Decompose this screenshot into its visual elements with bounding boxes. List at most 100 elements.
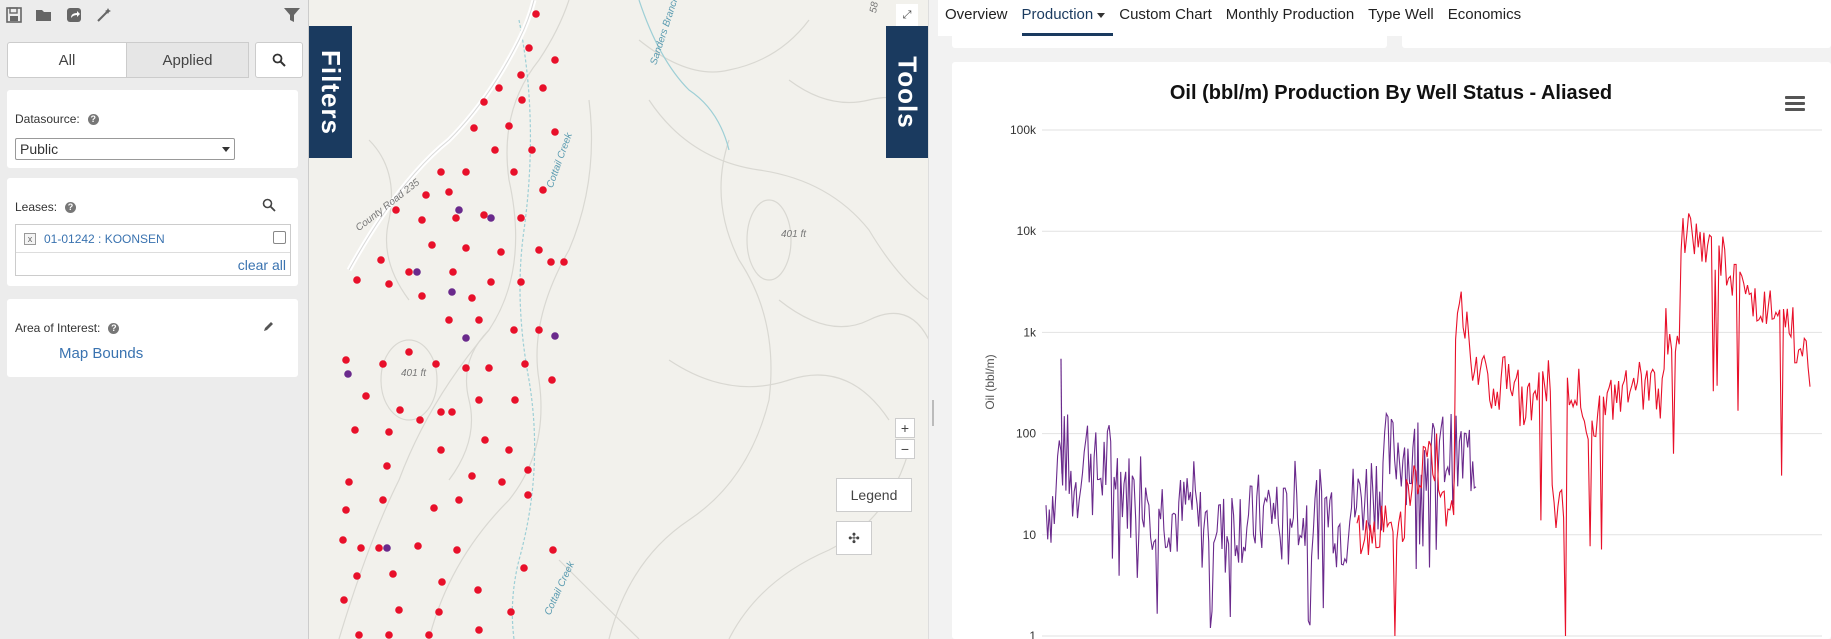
filter-icon[interactable] <box>282 5 302 25</box>
pencil-icon[interactable] <box>263 320 275 332</box>
well-marker[interactable] <box>560 258 568 266</box>
applied-button[interactable]: Applied <box>127 42 249 78</box>
well-marker[interactable] <box>475 316 483 324</box>
well-marker[interactable] <box>418 292 426 300</box>
zoom-out-button[interactable]: − <box>895 439 915 459</box>
well-marker[interactable] <box>462 168 470 176</box>
well-marker[interactable] <box>418 216 426 224</box>
fullscreen-icon[interactable]: ✣ <box>836 521 872 555</box>
tab-monthly-production[interactable]: Monthly Production <box>1225 6 1355 23</box>
save-icon[interactable] <box>4 5 24 25</box>
well-marker[interactable] <box>551 332 559 340</box>
map-canvas[interactable] <box>309 0 928 639</box>
well-marker[interactable] <box>495 84 503 92</box>
well-marker[interactable] <box>517 214 525 222</box>
search-button[interactable] <box>255 42 303 78</box>
well-marker[interactable] <box>468 472 476 480</box>
datasource-select[interactable]: Public <box>15 138 235 160</box>
chart-menu-icon[interactable] <box>1785 96 1805 114</box>
well-marker[interactable] <box>448 288 456 296</box>
help-icon[interactable]: ? <box>87 114 99 126</box>
well-marker[interactable] <box>430 504 438 512</box>
well-marker[interactable] <box>462 244 470 252</box>
well-marker[interactable] <box>385 631 393 639</box>
well-marker[interactable] <box>416 416 424 424</box>
zoom-in-button[interactable]: + <box>895 418 915 438</box>
well-marker[interactable] <box>517 278 525 286</box>
well-marker[interactable] <box>474 586 482 594</box>
well-marker[interactable] <box>425 631 433 639</box>
well-marker[interactable] <box>517 71 525 79</box>
map-bounds-link[interactable]: Map Bounds <box>59 345 144 362</box>
filters-tab[interactable]: Filters <box>309 26 352 158</box>
well-marker[interactable] <box>462 334 470 342</box>
well-marker[interactable] <box>357 544 365 552</box>
well-marker[interactable] <box>389 570 397 578</box>
well-marker[interactable] <box>353 276 361 284</box>
well-marker[interactable] <box>375 544 383 552</box>
well-marker[interactable] <box>480 98 488 106</box>
well-marker[interactable] <box>505 446 513 454</box>
well-marker[interactable] <box>549 546 557 554</box>
well-marker[interactable] <box>548 376 556 384</box>
well-marker[interactable] <box>452 214 460 222</box>
well-marker[interactable] <box>345 478 353 486</box>
well-marker[interactable] <box>445 188 453 196</box>
well-marker[interactable] <box>510 168 518 176</box>
well-marker[interactable] <box>438 578 446 586</box>
well-marker[interactable] <box>539 186 547 194</box>
well-marker[interactable] <box>448 408 456 416</box>
well-marker[interactable] <box>505 122 513 130</box>
well-marker[interactable] <box>392 206 400 214</box>
well-marker[interactable] <box>413 268 421 276</box>
well-marker[interactable] <box>491 146 499 154</box>
well-marker[interactable] <box>480 211 488 219</box>
well-marker[interactable] <box>344 370 352 378</box>
well-marker[interactable] <box>379 496 387 504</box>
well-marker[interactable] <box>377 256 385 264</box>
well-marker[interactable] <box>487 278 495 286</box>
well-marker[interactable] <box>535 326 543 334</box>
remove-icon[interactable]: x <box>24 232 36 245</box>
well-marker[interactable] <box>453 546 461 554</box>
tab-type-well[interactable]: Type Well <box>1368 6 1434 23</box>
well-marker[interactable] <box>385 428 393 436</box>
well-marker[interactable] <box>445 316 453 324</box>
legend-button[interactable]: Legend <box>836 478 912 512</box>
well-marker[interactable] <box>437 168 445 176</box>
well-marker[interactable] <box>524 466 532 474</box>
well-marker[interactable] <box>551 56 559 64</box>
well-marker[interactable] <box>470 124 478 132</box>
search-icon[interactable] <box>262 198 276 212</box>
well-marker[interactable] <box>353 572 361 580</box>
well-marker[interactable] <box>435 608 443 616</box>
well-marker[interactable] <box>414 542 422 550</box>
well-marker[interactable] <box>520 564 528 572</box>
well-marker[interactable] <box>532 10 540 18</box>
clear-all-link[interactable]: clear all <box>237 257 286 273</box>
well-marker[interactable] <box>449 268 457 276</box>
expand-icon[interactable]: ⤢ <box>896 4 918 26</box>
well-marker[interactable] <box>428 241 436 249</box>
lease-checkbox[interactable] <box>273 231 286 244</box>
well-marker[interactable] <box>383 544 391 552</box>
well-marker[interactable] <box>481 436 489 444</box>
well-marker[interactable] <box>455 206 463 214</box>
well-marker[interactable] <box>422 191 430 199</box>
well-marker[interactable] <box>521 360 529 368</box>
well-marker[interactable] <box>547 258 555 266</box>
well-marker[interactable] <box>518 96 526 104</box>
well-marker[interactable] <box>507 608 515 616</box>
lease-link[interactable]: 01-01242 : KOONSEN <box>44 231 165 246</box>
tab-overview[interactable]: Overview <box>945 6 1008 23</box>
well-marker[interactable] <box>342 356 350 364</box>
well-marker[interactable] <box>525 44 533 52</box>
well-marker[interactable] <box>487 214 495 222</box>
well-marker[interactable] <box>535 246 543 254</box>
well-marker[interactable] <box>510 326 518 334</box>
well-marker[interactable] <box>498 478 506 486</box>
well-marker[interactable] <box>437 408 445 416</box>
well-marker[interactable] <box>485 364 493 372</box>
well-marker[interactable] <box>524 491 532 499</box>
well-marker[interactable] <box>455 496 463 504</box>
